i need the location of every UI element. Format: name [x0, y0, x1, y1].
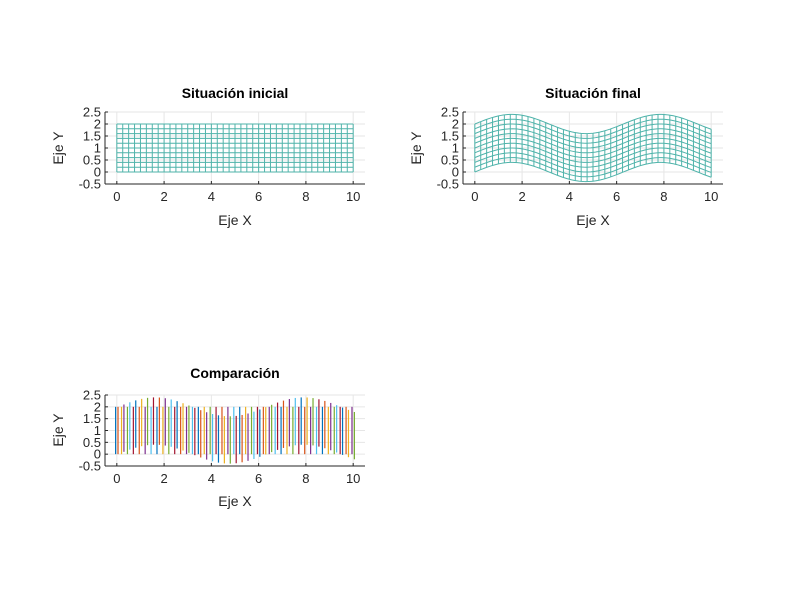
x-tick-label: 8	[660, 189, 667, 204]
y-tick-label: 2.5	[441, 105, 459, 120]
x-tick-label: 4	[208, 189, 215, 204]
xlabel-final: Eje X	[576, 212, 610, 228]
x-tick-label: 6	[255, 189, 262, 204]
x-tick-label: 4	[566, 189, 573, 204]
x-tick-label: 2	[160, 189, 167, 204]
x-tick-label: 6	[255, 471, 262, 486]
yticks-comparison: -0.500.511.522.5	[79, 388, 108, 474]
y-tick-label: 1.5	[83, 129, 101, 144]
mesh-line-horizontal	[474, 118, 712, 139]
chart-title-final: Situación final	[545, 85, 641, 101]
xlabel-comparison: Eje X	[218, 493, 252, 509]
x-tick-label: 8	[302, 471, 309, 486]
xticks-comparison: 0 2 4 6 8 10	[113, 463, 360, 486]
y-tick-label: 1	[452, 141, 459, 156]
mesh-line-horizontal	[474, 123, 712, 144]
y-tick-label: 1	[94, 141, 101, 156]
y-tick-label: -0.5	[79, 459, 101, 474]
y-tick-label: 2.5	[83, 105, 101, 120]
mesh-initial	[116, 123, 354, 173]
yticks-final: -0.500.511.522.5	[437, 105, 466, 192]
xticks-initial: 0 2 4 6 8 10	[113, 181, 360, 204]
y-tick-label: 2.5	[83, 388, 101, 403]
y-tick-label: 1.5	[441, 129, 459, 144]
mesh-line-horizontal	[474, 128, 712, 149]
mesh-line-horizontal	[474, 142, 712, 163]
xticks-final: 0 2 4 6 8 10	[471, 181, 718, 204]
x-tick-label: 10	[346, 471, 360, 486]
x-tick-label: 8	[302, 189, 309, 204]
mesh-line-horizontal	[474, 137, 712, 159]
y-tick-label: 2	[94, 399, 101, 414]
y-tick-label: 0.5	[83, 435, 101, 450]
ylabel-initial: Eje Y	[50, 131, 66, 165]
xlabel-initial: Eje X	[218, 212, 252, 228]
y-tick-label: 0	[94, 165, 101, 180]
y-tick-label: 1	[94, 423, 101, 438]
chart-title-comparison: Comparación	[190, 365, 279, 381]
y-tick-label: -0.5	[437, 177, 459, 192]
mesh-comparison	[115, 397, 355, 464]
x-tick-label: 0	[471, 189, 478, 204]
y-tick-label: 0.5	[83, 153, 101, 168]
mesh-line-horizontal	[474, 152, 712, 173]
y-tick-label: 0	[452, 165, 459, 180]
x-tick-label: 6	[613, 189, 620, 204]
y-tick-label: -0.5	[79, 177, 101, 192]
x-tick-label: 4	[208, 471, 215, 486]
x-tick-label: 2	[518, 189, 525, 204]
yticks-initial: -0.500.511.522.5	[79, 105, 108, 192]
y-tick-label: 0	[94, 447, 101, 462]
mesh-line-horizontal	[474, 147, 712, 168]
y-tick-label: 0.5	[441, 153, 459, 168]
y-tick-label: 2	[94, 117, 101, 132]
y-tick-label: 2	[452, 117, 459, 132]
x-tick-label: 0	[113, 471, 120, 486]
x-tick-label: 0	[113, 189, 120, 204]
y-tick-label: 1.5	[83, 411, 101, 426]
mesh-line-horizontal	[474, 113, 712, 135]
mesh-line-horizontal	[474, 157, 712, 178]
panel-final: Situación final 0 2 4 6 8 10 -0.500.511.522.5…	[408, 85, 723, 228]
mesh-line-horizontal	[474, 161, 712, 183]
ylabel-comparison: Eje Y	[50, 413, 66, 447]
mesh-final	[474, 113, 712, 183]
x-tick-label: 10	[346, 189, 360, 204]
grid-comparison	[105, 394, 365, 467]
ylabel-final: Eje Y	[408, 131, 424, 165]
x-tick-label: 2	[160, 471, 167, 486]
chart-title-initial: Situación inicial	[182, 85, 289, 101]
panel-initial: Situación inicial 0 2 4 6 8 10 -0.500.511.522…	[50, 85, 365, 228]
mesh-line-horizontal	[474, 133, 712, 154]
x-tick-label: 10	[704, 189, 718, 204]
panel-comparison: Comparación 0 2 4 6 8 10 -0.500.511.522.5 Eje…	[50, 365, 365, 509]
